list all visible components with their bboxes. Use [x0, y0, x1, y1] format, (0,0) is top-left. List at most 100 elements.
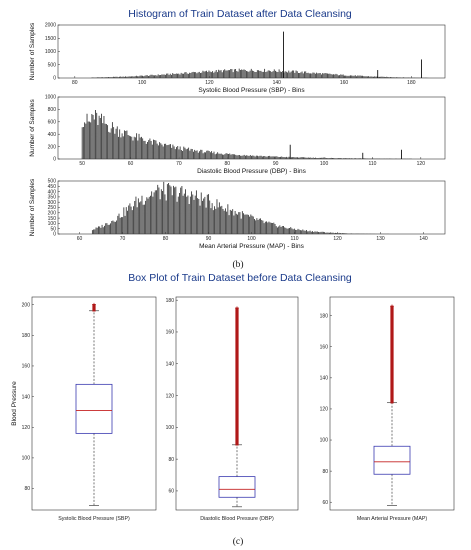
- y-tick-label: 120: [166, 393, 175, 399]
- x-tick-label: 120: [333, 236, 342, 242]
- boxplot-sbp: 80 100 120 140 160 180 200 Systolic Blood Press…: [11, 296, 157, 522]
- plot-frame: [329, 296, 455, 511]
- x-tick-label: 140: [273, 80, 282, 86]
- histogram-sbp: 80 100 120 140 160 180 0 500 1000 1500 2000 Systoli…: [29, 22, 446, 94]
- y-tick-label: 120: [22, 425, 31, 431]
- x-tick-label: 120: [417, 161, 426, 167]
- iqr-box: [75, 383, 113, 434]
- histogram-bars: [91, 68, 429, 78]
- outlier-markers: [235, 307, 239, 446]
- caption-b: (b): [232, 259, 243, 270]
- y-tick-label: 60: [322, 500, 328, 506]
- y-tick-label: 400: [48, 189, 57, 195]
- x-tick-label: 160: [340, 80, 349, 86]
- y-tick-label: 140: [22, 394, 31, 400]
- x-axis-label: Diastolic Blood Pressure (DBP): [200, 516, 274, 522]
- y-tick-label: 450: [48, 184, 57, 190]
- y-tick-label: 100: [48, 221, 57, 227]
- boxplot-title: Box Plot of Train Dataset before Data Cl…: [128, 272, 352, 284]
- y-tick-label: 600: [48, 120, 57, 126]
- y-tick-label: 180: [166, 298, 175, 304]
- x-axis-label: Mean Arterial Pressure (MAP) - Bins: [199, 243, 305, 250]
- y-tick-label: 500: [48, 179, 57, 185]
- y-tick-label: 200: [22, 302, 31, 308]
- x-axis-label: Systolic Blood Pressure (SBP) - Bins: [198, 87, 305, 94]
- y-axis-label: Number of Samples: [29, 22, 36, 80]
- y-tick-label: 80: [168, 457, 174, 463]
- plot-frame: [57, 180, 446, 235]
- y-tick-label: 180: [22, 333, 31, 339]
- y-tick-label: 300: [48, 200, 57, 206]
- y-tick-label: 2000: [45, 23, 56, 29]
- x-tick-label: 180: [407, 80, 416, 86]
- outlier-markers: [390, 305, 394, 404]
- x-tick-label: 80: [225, 161, 231, 167]
- y-tick-label: 500: [48, 62, 57, 68]
- x-tick-label: 90: [206, 236, 212, 242]
- histogram-map: 60 70 80 90 100 110 120 130 14005010015020025030…: [29, 178, 446, 250]
- x-tick-label: 70: [120, 236, 126, 242]
- plot-frame: [31, 296, 157, 511]
- y-axis-label: Number of Samples: [29, 178, 36, 236]
- iqr-box: [373, 445, 411, 475]
- x-tick-label: 140: [419, 236, 428, 242]
- x-tick-label: 80: [72, 80, 78, 86]
- y-tick-label: 80: [322, 469, 328, 475]
- y-axis-label: Number of Samples: [29, 99, 36, 157]
- x-tick-label: 130: [376, 236, 385, 242]
- y-tick-label: 1000: [45, 49, 56, 55]
- y-tick-label: 100: [320, 438, 329, 444]
- y-tick-label: 160: [22, 364, 31, 370]
- y-tick-label: 200: [48, 144, 57, 150]
- x-tick-label: 80: [163, 236, 169, 242]
- x-tick-label: 70: [176, 161, 182, 167]
- y-tick-label: 60: [168, 489, 174, 495]
- histogram-title: Histogram of Train Dataset after Data Cl…: [128, 8, 352, 20]
- y-tick-label: 150: [48, 216, 57, 222]
- y-tick-label: 140: [166, 361, 175, 367]
- x-tick-label: 120: [205, 80, 214, 86]
- x-tick-label: 100: [320, 161, 329, 167]
- x-tick-label: 60: [128, 161, 134, 167]
- x-tick-label: 90: [273, 161, 279, 167]
- x-tick-label: 100: [138, 80, 147, 86]
- y-tick-label: 0: [53, 157, 56, 163]
- y-tick-label: 80: [24, 486, 30, 492]
- outlier-top: [235, 306, 239, 310]
- histogram-bars: [81, 110, 412, 159]
- outlier-markers: [92, 304, 96, 312]
- x-axis-label: Mean Arterial Pressure (MAP): [357, 516, 428, 522]
- iqr-box: [218, 476, 256, 498]
- caption-c: (c): [233, 536, 244, 547]
- x-tick-label: 110: [368, 161, 376, 167]
- x-axis-label: Diastolic Blood Pressure (DBP) - Bins: [197, 168, 306, 175]
- y-tick-label: 250: [48, 205, 57, 211]
- x-tick-label: 100: [247, 236, 256, 242]
- y-tick-label: 160: [320, 344, 329, 350]
- y-tick-label: 0: [53, 76, 56, 82]
- y-tick-label: 350: [48, 195, 57, 201]
- y-tick-label: 120: [320, 407, 329, 413]
- y-tick-label: 100: [166, 425, 175, 431]
- y-tick-label: 160: [166, 330, 175, 336]
- y-tick-label: 180: [320, 313, 329, 319]
- outlier-top: [92, 302, 96, 307]
- histogram-dbp: 50 60 70 80 90 100 110 120 0 200 400 600 800 1000 Dias…: [29, 95, 446, 175]
- boxplot-dbp: 60 80 100 120 140 160 180 Diastolic Blood Press…: [166, 296, 299, 522]
- y-tick-label: 0: [53, 232, 56, 238]
- y-tick-label: 1000: [45, 95, 56, 101]
- x-tick-label: 60: [77, 236, 83, 242]
- x-tick-label: 110: [291, 236, 299, 242]
- y-tick-label: 100: [22, 456, 31, 462]
- y-tick-label: 400: [48, 132, 57, 138]
- outlier-top: [390, 304, 394, 309]
- x-tick-label: 50: [79, 161, 85, 167]
- x-axis-label: Systolic Blood Pressure (SBP): [58, 516, 130, 522]
- plot-frame: [175, 296, 299, 511]
- y-tick-label: 800: [48, 107, 57, 113]
- y-tick-label: 140: [320, 376, 329, 382]
- y-tick-label: 200: [48, 211, 57, 217]
- y-axis-label: Blood Pressure: [11, 381, 18, 426]
- histogram-bars: [91, 181, 390, 234]
